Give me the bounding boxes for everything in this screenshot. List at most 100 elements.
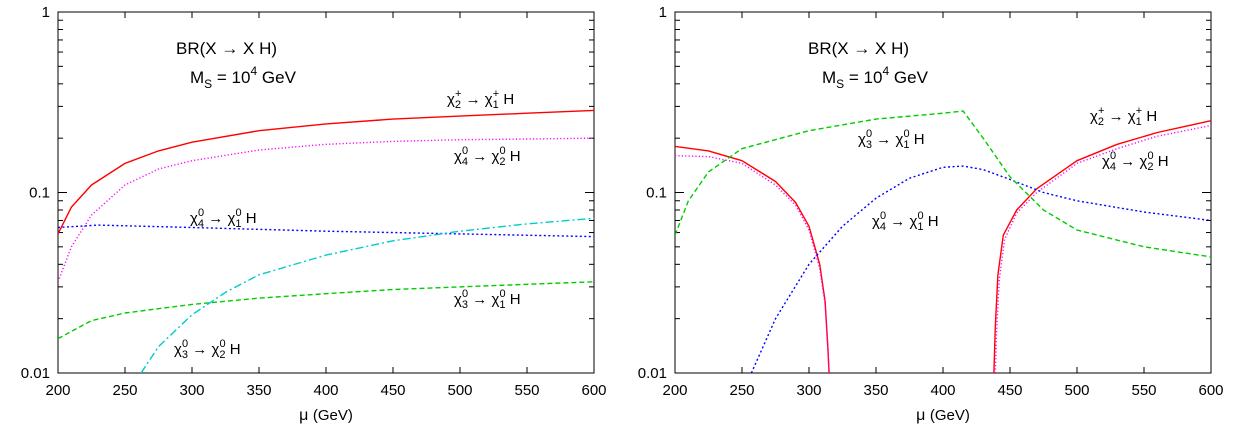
series-label-c30_c10: χ30 → χ10 H [454, 288, 521, 311]
label-sub: 1 [1136, 116, 1142, 128]
label-end: H [1142, 108, 1157, 125]
y-tick-label: 0.01 [21, 365, 50, 382]
label-chi: χ [485, 91, 493, 108]
subtitle-sup: 4 [882, 64, 889, 78]
label-chi: χ [1102, 153, 1110, 170]
label-arrow: → [1116, 153, 1139, 170]
label-sup: 0 [903, 128, 909, 140]
label-sub: 1 [903, 139, 909, 151]
x-tick-label: 300 [179, 382, 204, 399]
y-tick-label: 1 [659, 4, 667, 21]
x-tick-label: 350 [246, 382, 271, 399]
label-sup: 0 [462, 145, 468, 157]
subtitle-end: GeV [889, 68, 928, 87]
subtitle-mid: = 10 [212, 68, 250, 87]
label-sup: 0 [1110, 150, 1116, 162]
label-chi: χ [1090, 108, 1098, 125]
series-line-c30_c20 [140, 217, 594, 373]
label-chi: χ [1139, 153, 1147, 170]
x-axis-symbol: μ [299, 407, 313, 424]
label-chi: χ [491, 291, 499, 308]
label-chi: χ [872, 213, 880, 230]
label-arrow: → [872, 131, 895, 148]
chart-title: BR(X → X H) [808, 39, 909, 58]
series-line-c30_c10 [675, 110, 1211, 258]
label-sub: 3 [182, 349, 188, 361]
label-sup: 0 [880, 210, 886, 222]
subtitle-end: GeV [257, 68, 296, 87]
series-label-c40_c10: χ40 → χ10 H [872, 210, 939, 233]
label-sub: 4 [880, 221, 886, 233]
label-sup: 0 [499, 288, 505, 300]
chart-subtitle: MS = 104 GeV [822, 64, 929, 91]
x-axis-label: μ (GeV) [299, 407, 353, 424]
label-sup: 0 [182, 338, 188, 350]
x-tick-label: 550 [1131, 382, 1156, 399]
label-sub: 1 [235, 218, 241, 230]
label-sub: 1 [493, 99, 499, 111]
label-arrow: → [886, 213, 909, 230]
series-label-c30_c20: χ30 → χ20 H [174, 338, 241, 361]
x-tick-label: 500 [1064, 382, 1089, 399]
subtitle-sub: S [204, 77, 212, 91]
subtitle-base: M [822, 68, 836, 87]
series-line-c40_c20-seg2 [994, 124, 1211, 373]
series-line-c2p_c1p-seg1 [675, 145, 830, 373]
label-sup: 0 [198, 207, 204, 219]
label-sub: 2 [1147, 161, 1153, 173]
x-tick-label: 400 [930, 382, 955, 399]
label-arrow: → [188, 341, 211, 358]
subtitle-base: M [190, 68, 204, 87]
label-arrow: → [468, 291, 491, 308]
x-tick-label: 400 [313, 382, 338, 399]
series-label-c2p_c1p: χ2+ → χ1+ H [447, 88, 514, 111]
label-end: H [910, 131, 925, 148]
label-sub: 1 [917, 221, 923, 233]
x-tick-label: 200 [45, 382, 70, 399]
label-sup: 0 [219, 338, 225, 350]
label-sub: 3 [866, 139, 872, 151]
x-tick-label: 600 [581, 382, 606, 399]
series-label-c2p_c1p: χ2+ → χ1+ H [1090, 105, 1157, 128]
chart-subtitle: MS = 104 GeV [190, 64, 297, 91]
label-sub: 2 [1098, 116, 1104, 128]
label-sub: 1 [499, 299, 505, 311]
y-tick-label: 0.01 [638, 365, 667, 382]
label-sub: 4 [198, 218, 204, 230]
label-chi: χ [895, 131, 903, 148]
series-line-c2p_c1p-seg2 [993, 120, 1211, 373]
plot-frame [57, 11, 595, 374]
label-sub: 4 [462, 156, 468, 168]
label-chi: χ [211, 341, 219, 358]
series-line-c40_c10 [58, 224, 594, 238]
series-line-c40_c10 [750, 165, 1211, 373]
series-label-c40_c20: χ40 → χ20 H [454, 145, 521, 168]
series-label-c40_c10: χ40 → χ10 H [190, 207, 257, 230]
label-sub: 2 [455, 99, 461, 111]
label-sub: 2 [499, 156, 505, 168]
y-tick-label: 0.1 [646, 185, 667, 202]
label-arrow: → [468, 148, 491, 165]
label-sup: 0 [462, 288, 468, 300]
label-sup: 0 [866, 128, 872, 140]
x-axis-label: μ (GeV) [916, 407, 970, 424]
label-sub: 4 [1110, 161, 1116, 173]
x-tick-label: 250 [112, 382, 137, 399]
label-chi: χ [447, 91, 455, 108]
label-sup: + [1136, 105, 1142, 117]
plot-frame [674, 11, 1212, 374]
label-sup: + [455, 88, 461, 100]
label-end: H [242, 210, 257, 227]
label-chi: χ [909, 213, 917, 230]
series-line-c40_c20-seg1 [675, 155, 830, 373]
x-tick-label: 350 [863, 382, 888, 399]
series-label-c40_c20: χ40 → χ20 H [1102, 150, 1169, 173]
x-tick-label: 450 [997, 382, 1022, 399]
label-chi: χ [190, 210, 198, 227]
label-chi: χ [1128, 108, 1136, 125]
x-tick-label: 450 [380, 382, 405, 399]
subtitle-sup: 4 [250, 64, 257, 78]
